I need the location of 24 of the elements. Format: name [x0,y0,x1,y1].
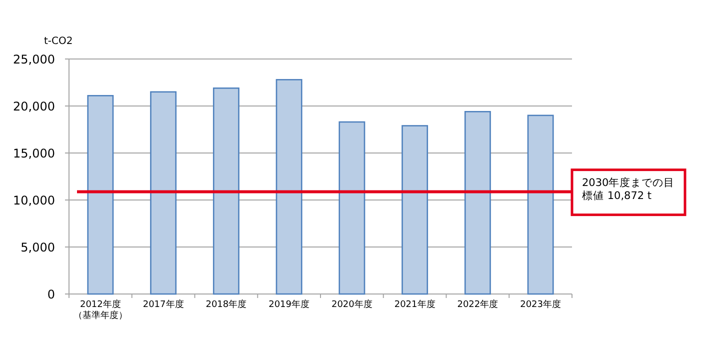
bar [150,91,177,295]
y-axis-title: t-CO2 [44,36,73,47]
y-tick-label: 10,000 [13,194,55,208]
x-tick-label: 2023年度 [519,300,562,312]
x-tick-label: 2022年度 [456,300,500,312]
bar [87,95,114,295]
bar [464,110,491,295]
y-tick-label: 15,000 [13,146,55,160]
x-tick-label: 2019年度 [268,300,311,312]
x-tick-label: 2021年度 [393,300,436,312]
y-tick-label: 0 [47,288,55,302]
x-tick-label: 2020年度 [330,300,374,312]
y-tick-label: 20,000 [13,100,55,114]
ref-line-label: 2030年度までの目標値 10,872 t [582,176,676,204]
bar [527,114,554,295]
y-tick-label: 25,000 [13,52,55,66]
x-tick-label: 2017年度 [142,300,185,312]
bar [338,121,366,295]
x-tick-label: 2012年度（基準年度） [72,300,128,322]
bar [276,79,302,295]
y-tick-label: 5,000 [20,240,55,254]
bar [402,125,428,295]
x-tick-label: 2018年度 [204,300,248,312]
bar [212,87,240,295]
